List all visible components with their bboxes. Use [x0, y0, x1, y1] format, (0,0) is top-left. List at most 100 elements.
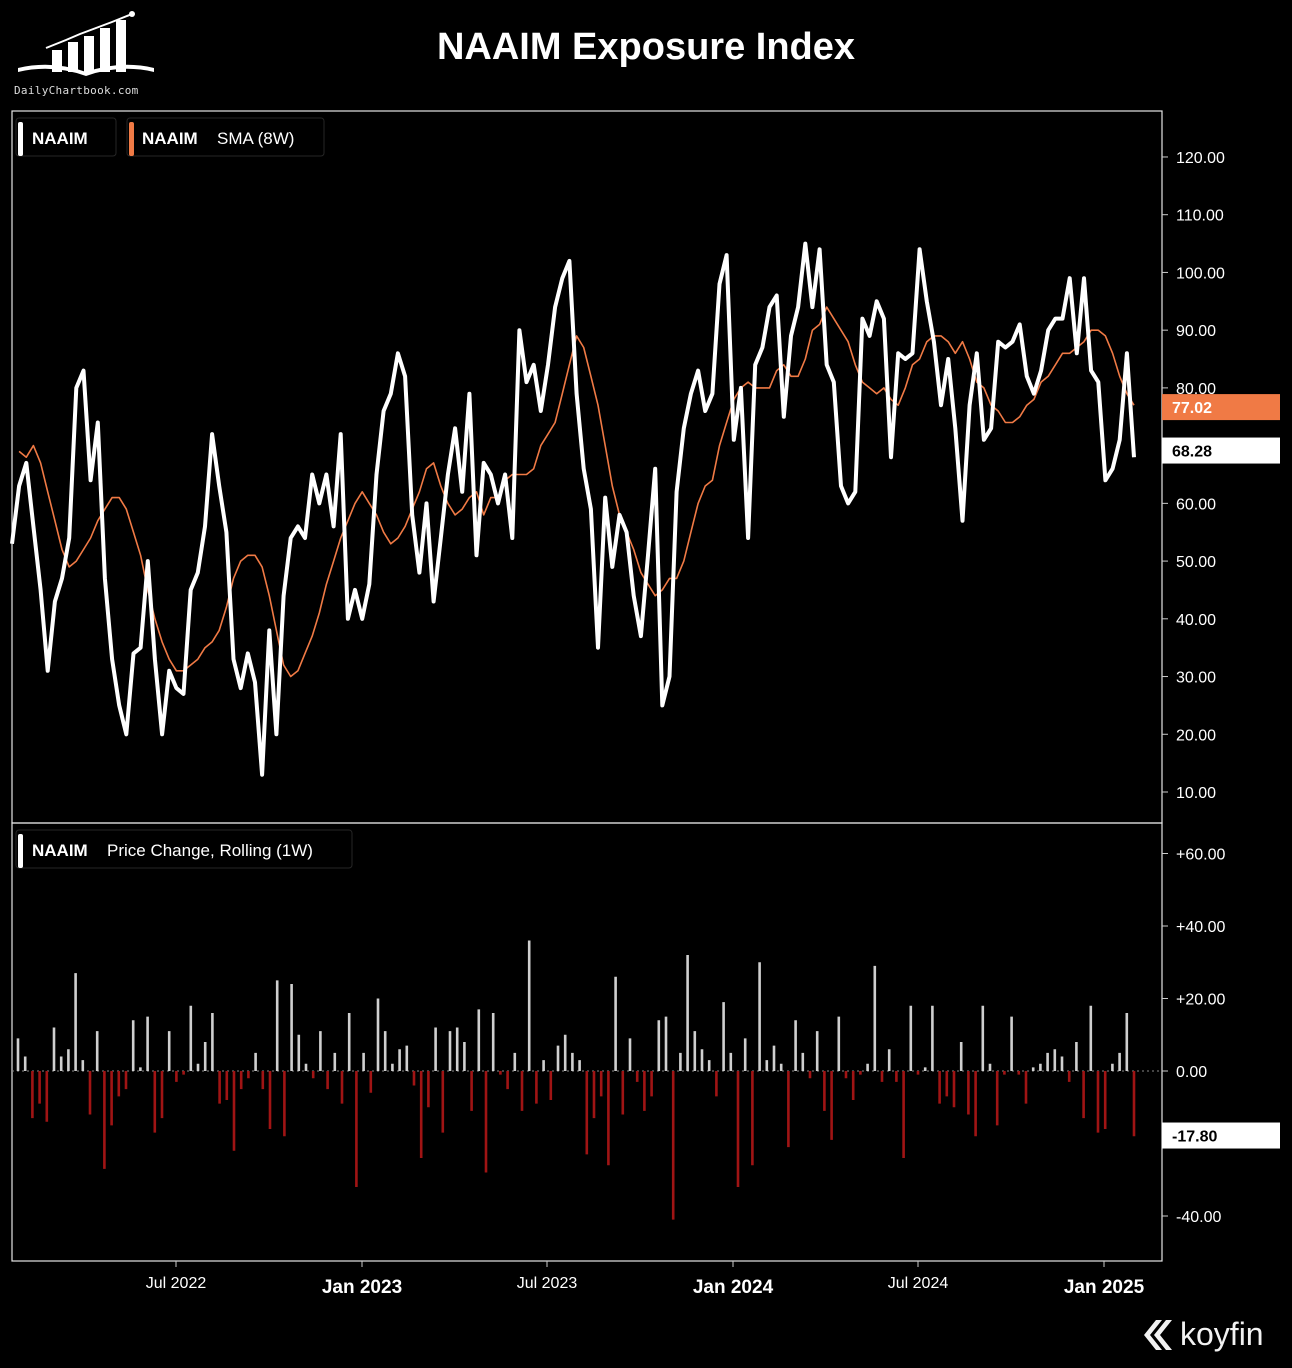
top-y-tick-label: 120.00 [1176, 150, 1225, 167]
change-bar [167, 1031, 171, 1071]
naaim-line [10, 241, 1136, 777]
change-bar [182, 1071, 185, 1075]
change-bar [311, 1071, 315, 1079]
change-bar [441, 1071, 445, 1133]
top-y-tick-label: 60.00 [1176, 496, 1216, 513]
change-bar [95, 1031, 99, 1071]
change-bar [931, 1005, 934, 1071]
change-bar [607, 1071, 610, 1166]
change-bar [974, 1071, 977, 1137]
change-bar [571, 1052, 574, 1071]
legend-sma-label: NAAIM [142, 129, 198, 148]
change-bar [916, 1071, 920, 1075]
change-bar [938, 1071, 941, 1104]
change-bar [758, 962, 761, 1071]
legend-change-label: NAAIM [32, 841, 88, 860]
change-bar [1067, 1071, 1071, 1082]
change-bar [131, 1020, 135, 1071]
change-bar [175, 1071, 178, 1082]
change-bar [196, 1063, 200, 1071]
change-bar [1046, 1052, 1049, 1071]
change-bar [772, 1045, 776, 1071]
change-bar [743, 1038, 747, 1071]
change-bar [427, 1071, 430, 1108]
change-bar [815, 1031, 819, 1071]
change-bar [585, 1071, 589, 1155]
change-bar [1096, 1071, 1100, 1133]
bottom-y-tick-label: 0.00 [1176, 1064, 1207, 1081]
change-bar [290, 984, 293, 1071]
change-bar [794, 1020, 797, 1071]
sma-8w-line [18, 306, 1135, 678]
change-bar [779, 1063, 783, 1071]
top-y-tick-label: 40.00 [1176, 612, 1216, 629]
top-panel-frame [11, 110, 1163, 824]
price-change-bars [16, 940, 1136, 1220]
change-bar [88, 1071, 92, 1115]
change-bar [362, 1052, 365, 1071]
change-bar [880, 1071, 884, 1082]
change-bar [203, 1042, 207, 1071]
change-bar [664, 1016, 668, 1071]
change-bar [45, 1071, 49, 1122]
bottom-y-tick-label: -40.00 [1176, 1209, 1221, 1226]
change-bar [1003, 1071, 1006, 1075]
change-bar [369, 1071, 373, 1093]
change-bar [484, 1071, 488, 1173]
change-bar [715, 1071, 718, 1097]
legend-change-suffix: Price Change, Rolling (1W) [107, 841, 313, 860]
change-bar [297, 1034, 301, 1071]
change-bar [1118, 1052, 1121, 1071]
change-bar [628, 1038, 632, 1071]
change-bar [866, 1063, 869, 1071]
change-bar [470, 1071, 473, 1111]
change-bar [211, 1013, 214, 1071]
change-bar [275, 980, 279, 1071]
change-bar [736, 1071, 740, 1187]
change-bar [74, 973, 77, 1071]
top-y-tick-label: 50.00 [1176, 554, 1216, 571]
change-bar [225, 1071, 229, 1100]
change-bar [621, 1071, 625, 1115]
change-bar [1060, 1056, 1064, 1071]
change-bar [506, 1071, 509, 1090]
change-bar [117, 1071, 121, 1097]
last-value-badge [1162, 437, 1280, 464]
change-bar [542, 1060, 545, 1071]
change-bar [160, 1071, 164, 1119]
change-bar [232, 1071, 236, 1151]
change-bar [952, 1071, 956, 1108]
change-bar [477, 1009, 481, 1071]
change-bar [59, 1056, 63, 1071]
change-bar [1132, 1071, 1136, 1137]
change-bar [254, 1052, 257, 1071]
change-bar [643, 1071, 646, 1111]
change-bar [153, 1071, 157, 1133]
change-bar [455, 1027, 459, 1071]
x-tick-label: Jan 2023 [322, 1277, 402, 1298]
koyfin-chevron-icon [1144, 1319, 1172, 1350]
change-bar [81, 1060, 85, 1071]
x-tick-label: Jul 2022 [146, 1275, 207, 1292]
change-bar [614, 976, 617, 1071]
change-bar [1125, 1013, 1129, 1071]
change-bar [333, 1052, 337, 1071]
bottom-legend: NAAIM Price Change, Rolling (1W) [15, 829, 353, 869]
change-bar [844, 1071, 848, 1079]
change-bar [923, 1067, 927, 1071]
change-bar [693, 1031, 697, 1071]
change-bar [319, 1031, 322, 1071]
change-bar [391, 1063, 394, 1071]
change-bar [110, 1071, 113, 1126]
last-value-badge [1162, 394, 1280, 421]
x-tick-label: Jul 2024 [888, 1275, 949, 1292]
change-bar [671, 1071, 675, 1220]
change-bar [304, 1063, 308, 1071]
change-bar [765, 1060, 769, 1071]
change-bar [1111, 1063, 1114, 1071]
change-bar [1031, 1067, 1035, 1071]
naaim-lines [10, 241, 1136, 777]
change-bar [722, 1002, 725, 1071]
change-bar [751, 1071, 754, 1166]
top-y-tick-label: 80.00 [1176, 381, 1216, 398]
